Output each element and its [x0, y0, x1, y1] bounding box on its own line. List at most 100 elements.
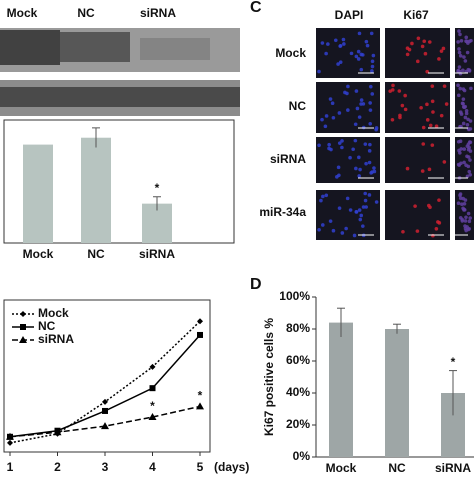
cell	[364, 39, 369, 44]
cell	[368, 142, 372, 147]
blot-band	[0, 87, 240, 107]
cell	[436, 220, 440, 224]
cell	[360, 53, 365, 57]
cell	[467, 219, 472, 224]
cell	[465, 123, 470, 127]
cell	[458, 193, 462, 198]
significance-mark: *	[451, 355, 456, 369]
cell	[320, 117, 324, 122]
cell	[468, 127, 473, 131]
lane-label: NC	[77, 6, 95, 20]
series-line	[9, 334, 201, 438]
blot-band	[60, 32, 130, 62]
cell	[353, 122, 358, 127]
cell	[317, 227, 321, 232]
micrograph	[385, 137, 450, 183]
x-tick-label: siRNA	[435, 461, 471, 474]
x-unit: (days)	[214, 460, 249, 474]
cell	[327, 146, 331, 151]
cell	[363, 191, 368, 196]
cell	[331, 228, 336, 233]
cell	[405, 46, 410, 51]
cell	[434, 226, 439, 231]
row-label: NC	[289, 99, 307, 113]
cell	[468, 158, 472, 162]
panel-label: C	[250, 0, 262, 16]
x-tick-label: 5	[197, 460, 204, 474]
cell	[336, 165, 341, 170]
cell	[390, 117, 395, 122]
cell	[467, 69, 472, 73]
cell	[430, 99, 435, 104]
micrograph	[385, 82, 450, 133]
cell	[371, 53, 376, 58]
cell	[348, 155, 352, 160]
cell	[335, 175, 339, 179]
cell	[444, 102, 449, 106]
cell	[421, 142, 426, 146]
cell	[468, 172, 473, 177]
cell	[428, 123, 433, 128]
cell	[430, 84, 435, 88]
cell	[466, 164, 471, 169]
x-tick-label: NC	[87, 247, 105, 261]
x-tick-label: siRNA	[139, 247, 175, 261]
cell	[462, 207, 466, 212]
cell	[359, 213, 364, 218]
cell	[413, 204, 417, 208]
micrograph	[385, 28, 450, 78]
cell	[337, 141, 342, 145]
cell	[427, 40, 432, 44]
cell	[464, 215, 468, 220]
cell	[425, 118, 430, 122]
marker	[149, 363, 156, 370]
cell	[431, 110, 435, 114]
plot-frame	[3, 299, 211, 453]
cell	[391, 83, 395, 88]
cell	[456, 68, 461, 73]
cell	[403, 93, 407, 98]
marker	[149, 385, 156, 392]
cell	[462, 147, 467, 151]
cell	[370, 59, 375, 64]
column-label: DAPI	[335, 8, 364, 22]
cell	[468, 119, 473, 123]
cell	[439, 49, 444, 53]
cell	[401, 229, 405, 234]
cell	[405, 52, 410, 57]
cell	[321, 194, 325, 199]
marker	[197, 318, 203, 325]
cell	[363, 198, 368, 203]
column-label: Ki67	[403, 8, 429, 22]
cell	[358, 217, 363, 222]
cell	[346, 84, 350, 89]
cell	[336, 62, 340, 66]
cell	[466, 155, 471, 159]
cell	[428, 205, 432, 210]
cell	[341, 37, 346, 42]
cell	[467, 169, 472, 174]
legend-marker	[20, 324, 26, 330]
cell	[353, 138, 358, 143]
cell	[457, 163, 462, 167]
cell	[431, 233, 435, 238]
y-axis-label: Ki67 positive cells %	[262, 318, 276, 436]
cell	[368, 84, 373, 89]
cell	[320, 223, 325, 227]
cell	[456, 201, 461, 206]
cell	[415, 229, 420, 233]
legend-label: siRNA	[38, 332, 74, 346]
cell	[345, 196, 350, 201]
cell	[461, 105, 466, 109]
marker	[102, 398, 108, 405]
cell	[326, 42, 330, 46]
cell	[468, 149, 473, 153]
cell	[439, 113, 444, 118]
cell	[354, 166, 358, 171]
cell	[464, 108, 469, 113]
cell	[400, 103, 405, 108]
cell	[338, 60, 343, 64]
cell	[437, 198, 441, 202]
x-tick-label: 4	[149, 460, 156, 474]
